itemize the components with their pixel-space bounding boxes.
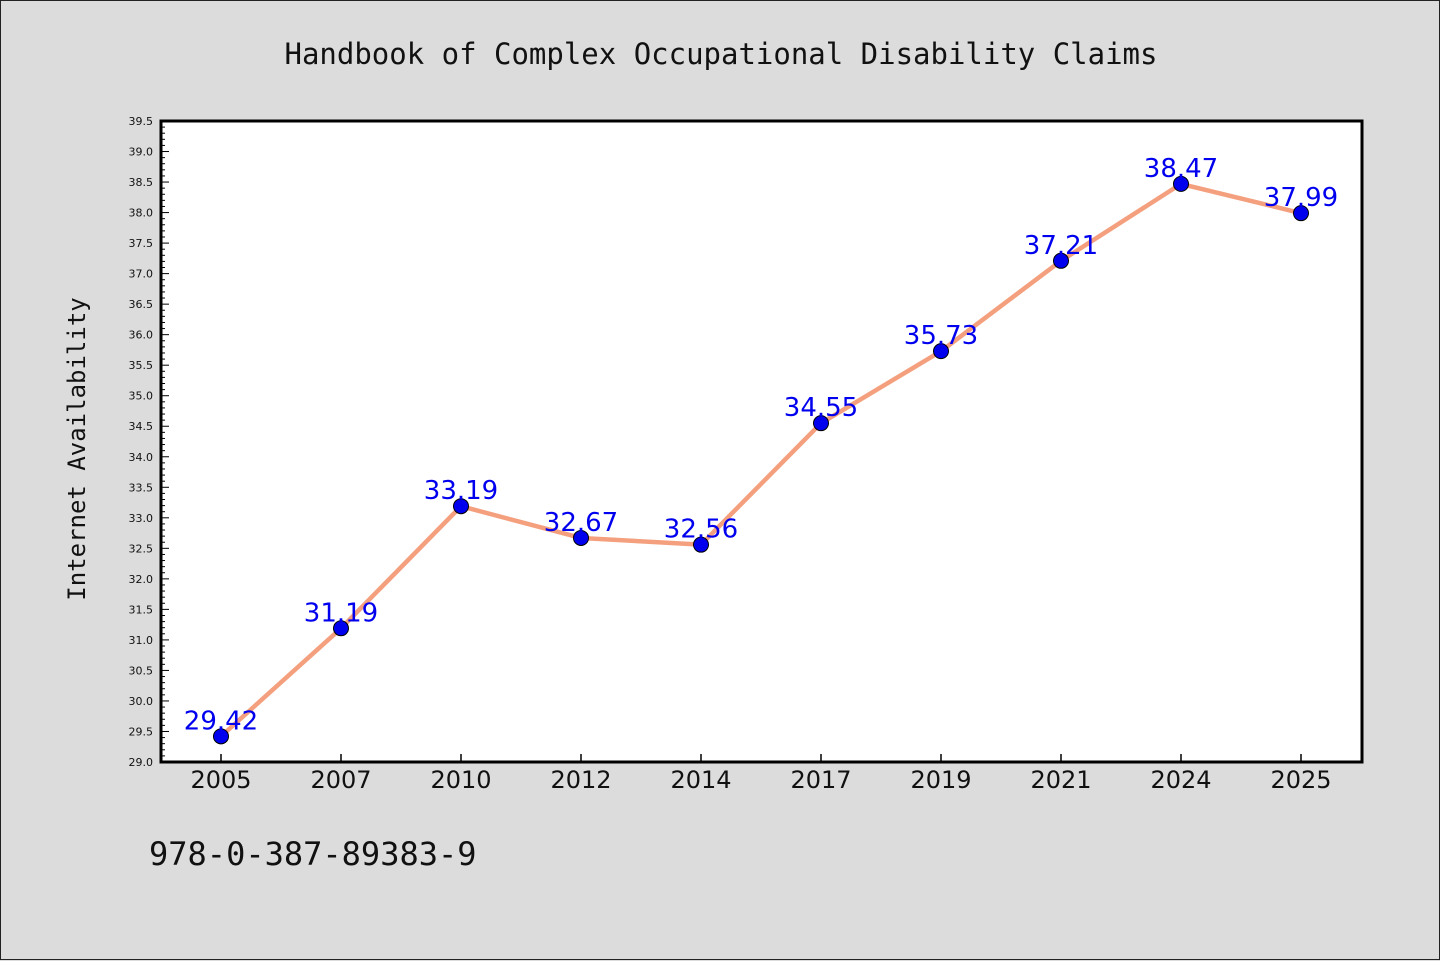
y-tick-label: 29.0	[129, 756, 154, 769]
y-tick-label: 29.5	[129, 725, 154, 738]
y-tick-label: 38.5	[129, 176, 154, 189]
series-line	[218, 181, 1304, 739]
y-tick-label: 32.5	[129, 542, 154, 555]
data-point-marker	[333, 620, 349, 637]
y-axis-label: Internet Availability	[63, 297, 91, 600]
x-tick-label: 2017	[790, 766, 851, 794]
data-point-marker	[453, 498, 469, 515]
x-axis: 2005 2007 2010 2012 2014 2017 2019 2021 2024 2025	[190, 754, 1332, 794]
y-tick-label: 33.0	[129, 512, 154, 525]
y-tick-label: 39.5	[129, 115, 154, 128]
y-tick-label: 38.0	[129, 207, 154, 220]
x-tick-label: 2007	[310, 766, 371, 794]
y-tick-label: 39.0	[129, 146, 154, 159]
data-label: 34.55	[784, 393, 858, 423]
y-tick-label: 30.5	[129, 664, 154, 677]
x-tick-label: 2005	[190, 766, 251, 794]
y-tick-label: 35.5	[129, 359, 154, 372]
data-point-marker	[693, 536, 709, 553]
x-tick-label: 2010	[430, 766, 491, 794]
data-point-marker	[933, 343, 949, 360]
data-label: 29.42	[184, 706, 258, 736]
data-label: 33.19	[424, 476, 498, 506]
data-point-marker	[813, 415, 829, 432]
y-tick-label: 34.0	[129, 451, 154, 464]
data-point-marker	[1053, 252, 1069, 269]
data-label: 37.21	[1024, 231, 1098, 261]
y-tick-label: 37.0	[129, 268, 154, 281]
x-tick-label: 2012	[550, 766, 611, 794]
plot-area	[161, 121, 1362, 762]
data-label: 35.73	[904, 321, 978, 351]
y-tick-label: 37.5	[129, 237, 154, 250]
y-tick-label: 31.5	[129, 603, 154, 616]
isbn-text: 978-0-387-89383-9	[149, 835, 477, 873]
data-label: 32.67	[544, 508, 618, 538]
y-tick-label: 36.0	[129, 329, 154, 342]
y-tick-label: 35.0	[129, 390, 154, 403]
data-point-marker	[573, 529, 589, 546]
x-tick-label: 2025	[1270, 766, 1331, 794]
y-tick-label: 31.0	[129, 634, 154, 647]
y-tick-label: 30.0	[129, 695, 154, 708]
x-tick-label: 2019	[910, 766, 971, 794]
data-label-group: 29.42 31.19 33.19 32.67 32.56 34.55 35.73 37.21…	[184, 154, 1338, 736]
data-point-marker	[1293, 205, 1309, 222]
x-tick-label: 2024	[1150, 766, 1211, 794]
y-tick-label: 32.0	[129, 573, 154, 586]
data-label: 38.47	[1144, 154, 1218, 184]
y-tick-label: 36.5	[129, 298, 154, 311]
data-label: 31.19	[304, 598, 378, 628]
x-tick-label: 2021	[1030, 766, 1091, 794]
series-group	[213, 175, 1309, 745]
x-tick-label: 2014	[670, 766, 731, 794]
data-point-marker	[213, 728, 229, 745]
chart-title: Handbook of Complex Occupational Disabil…	[285, 37, 1158, 71]
y-tick-label: 34.5	[129, 420, 154, 433]
y-tick-label: 33.5	[129, 481, 154, 494]
data-label: 37.99	[1264, 183, 1338, 213]
data-point-marker	[1173, 175, 1189, 192]
data-label: 32.56	[664, 515, 738, 545]
plot-border	[159, 119, 1364, 764]
